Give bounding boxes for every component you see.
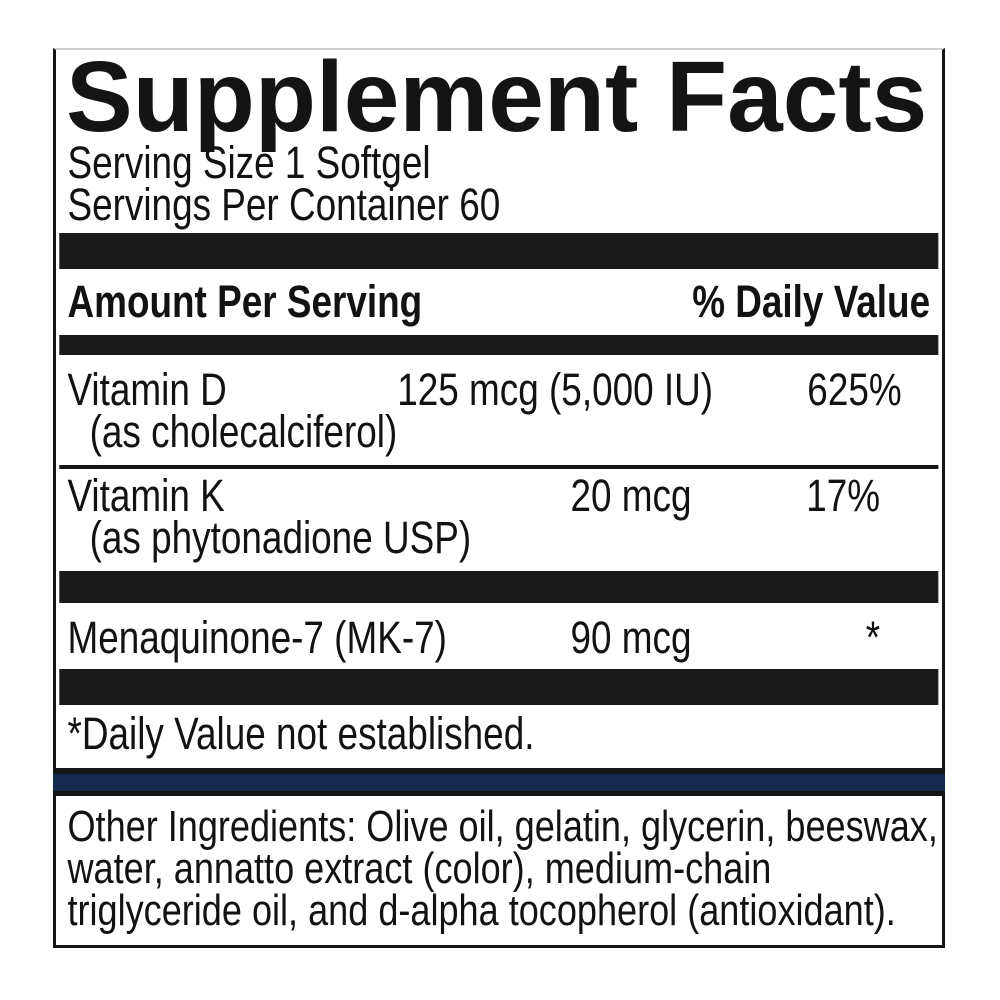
other-ingredients-line: triglyceride oil, and d-alpha tocopherol…	[67, 886, 896, 935]
nutrient-amount: 20 mcg	[570, 470, 692, 521]
nutrient-source: (as phytonadione USP)	[89, 512, 472, 563]
nutrient-name-block: Menaquinone-7 (MK-7)	[67, 612, 447, 663]
other-ingredients-line: Other Ingredients: Olive oil, gelatin, g…	[67, 802, 938, 851]
supplement-facts-label: Supplement Facts Serving Size 1 Softgel …	[53, 48, 945, 948]
nutrient-daily-value: *	[865, 612, 881, 663]
nutrient-daily-value: 17%	[806, 470, 881, 521]
serving-size: Serving Size 1 Softgel	[67, 137, 431, 188]
supplement-facts-panel: Supplement Facts Serving Size 1 Softgel …	[53, 48, 945, 768]
facts-content: Serving Size 1 Softgel Servings Per Cont…	[56, 137, 942, 768]
nutrient-source: (as cholecalciferol)	[89, 406, 398, 457]
nutrient-row-menaquinone: Menaquinone-7 (MK-7) 90 mcg *	[67, 612, 930, 663]
nutrient-amount: 90 mcg	[570, 612, 692, 663]
nutrient-amount: 125 mcg (5,000 IU)	[397, 364, 714, 415]
nutrient-name: Vitamin K	[67, 470, 225, 521]
nutrient-name: Menaquinone-7 (MK-7)	[67, 612, 447, 663]
servings-per-container: Servings Per Container 60	[67, 179, 501, 230]
daily-value-footnote: *Daily Value not established.	[67, 708, 535, 759]
nutrient-name-block: Vitamin D (as cholecalciferol)	[67, 364, 398, 457]
thin-divider-rule	[59, 465, 939, 469]
nutrient-row-vitamin-k: Vitamin K (as phytonadione USP) 20 mcg 1…	[67, 470, 930, 563]
nutrient-daily-value: 625%	[807, 364, 902, 415]
daily-value-header: % Daily Value	[692, 276, 931, 327]
medium-divider-bar	[59, 335, 939, 355]
thick-divider-bar-top	[59, 233, 939, 269]
other-ingredients-panel: Other Ingredients: Olive oil, gelatin, g…	[53, 796, 945, 948]
amount-per-serving-header: Amount Per Serving	[67, 276, 423, 327]
panel-title: Supplement Facts	[66, 48, 928, 153]
nutrient-name-block: Vitamin K (as phytonadione USP)	[67, 470, 472, 563]
thick-divider-bar-mid	[59, 571, 939, 603]
other-ingredients-content: Other Ingredients: Olive oil, gelatin, g…	[56, 796, 942, 945]
navy-accent-band	[53, 768, 945, 796]
other-ingredients-line: water, annatto extract (color), medium-c…	[67, 844, 772, 893]
nutrient-row-vitamin-d: Vitamin D (as cholecalciferol) 125 mcg (…	[67, 364, 930, 457]
column-header-row: Amount Per Serving % Daily Value	[67, 276, 931, 327]
nutrient-name: Vitamin D	[67, 364, 227, 415]
thick-divider-bar-bottom	[59, 669, 939, 705]
